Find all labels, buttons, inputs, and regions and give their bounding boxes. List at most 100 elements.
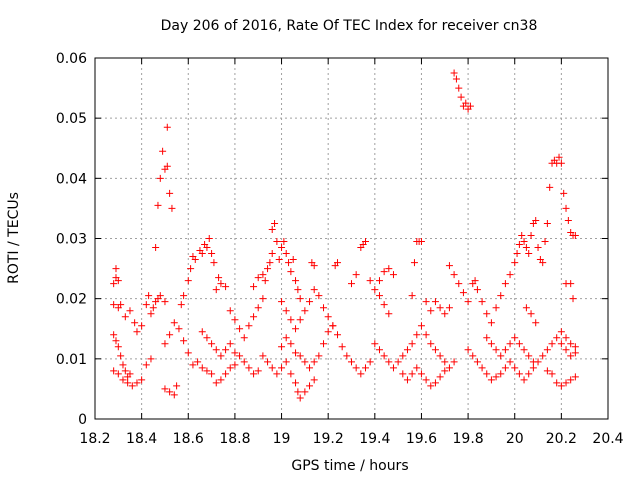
y-axis-label: ROTI / TECUs bbox=[6, 192, 22, 284]
data-point bbox=[278, 298, 286, 306]
data-point bbox=[191, 256, 199, 264]
x-tick-label: 20.2 bbox=[546, 431, 577, 447]
data-point bbox=[567, 376, 575, 384]
data-point bbox=[187, 265, 195, 273]
data-point bbox=[287, 340, 295, 348]
data-point bbox=[515, 340, 523, 348]
data-point bbox=[208, 250, 216, 258]
data-point bbox=[119, 361, 127, 369]
data-point bbox=[562, 334, 570, 342]
data-point bbox=[296, 295, 304, 303]
data-point bbox=[511, 259, 519, 267]
data-point bbox=[539, 259, 547, 267]
data-point bbox=[483, 334, 491, 342]
data-point bbox=[292, 379, 300, 387]
data-point bbox=[296, 352, 304, 360]
data-point bbox=[210, 259, 218, 267]
data-point bbox=[217, 280, 225, 288]
data-point bbox=[380, 268, 388, 276]
data-point bbox=[212, 346, 220, 354]
data-point bbox=[259, 295, 267, 303]
data-point bbox=[520, 238, 528, 246]
data-point bbox=[163, 162, 171, 170]
data-point bbox=[375, 346, 383, 354]
data-point bbox=[462, 99, 470, 107]
data-point bbox=[226, 340, 234, 348]
data-point bbox=[431, 379, 439, 387]
data-point bbox=[487, 319, 495, 327]
data-point bbox=[520, 376, 528, 384]
data-point bbox=[194, 358, 202, 366]
data-point bbox=[518, 231, 526, 239]
data-point bbox=[450, 271, 458, 279]
data-point bbox=[557, 340, 565, 348]
data-point bbox=[492, 346, 500, 354]
data-point bbox=[180, 337, 188, 345]
data-point bbox=[571, 343, 579, 351]
data-point bbox=[278, 244, 286, 252]
data-point bbox=[261, 277, 269, 285]
data-point bbox=[156, 292, 164, 300]
data-point bbox=[268, 250, 276, 258]
data-point bbox=[147, 310, 155, 318]
data-point bbox=[501, 280, 509, 288]
data-point bbox=[310, 286, 318, 294]
data-point bbox=[324, 328, 332, 336]
data-point bbox=[380, 352, 388, 360]
data-point bbox=[522, 304, 530, 312]
data-point bbox=[417, 322, 425, 330]
data-point bbox=[385, 310, 393, 318]
data-point bbox=[119, 376, 127, 384]
data-point bbox=[226, 307, 234, 315]
data-point bbox=[205, 235, 213, 242]
data-point bbox=[301, 358, 309, 366]
data-point bbox=[292, 349, 300, 357]
data-point bbox=[571, 349, 579, 357]
data-point bbox=[473, 286, 481, 294]
data-point bbox=[445, 364, 453, 372]
data-point bbox=[138, 322, 146, 330]
data-point bbox=[436, 373, 444, 381]
data-point bbox=[413, 331, 421, 339]
data-point bbox=[301, 307, 309, 315]
data-point bbox=[389, 364, 397, 372]
x-tick-label: 20.4 bbox=[592, 431, 623, 447]
data-point bbox=[268, 364, 276, 372]
data-point bbox=[366, 277, 374, 285]
data-point bbox=[259, 352, 267, 360]
data-point bbox=[121, 367, 129, 375]
data-point bbox=[506, 358, 514, 366]
x-tick-label: 19 bbox=[273, 431, 291, 447]
data-point bbox=[334, 259, 342, 267]
data-point bbox=[571, 231, 579, 239]
data-point bbox=[469, 352, 477, 360]
data-point bbox=[114, 277, 122, 285]
data-point bbox=[208, 370, 216, 378]
x-tick-label: 19.2 bbox=[313, 431, 344, 447]
data-point bbox=[452, 75, 460, 83]
data-point bbox=[296, 394, 304, 402]
data-point bbox=[292, 277, 300, 285]
data-point bbox=[324, 313, 332, 321]
data-point bbox=[408, 370, 416, 378]
data-point bbox=[168, 204, 176, 212]
data-point bbox=[208, 340, 216, 348]
data-point bbox=[338, 343, 346, 351]
data-point bbox=[142, 301, 150, 309]
y-tick-label: 0.04 bbox=[56, 171, 87, 187]
data-point bbox=[231, 349, 239, 357]
data-point bbox=[161, 385, 169, 393]
x-tick-label: 19.6 bbox=[406, 431, 437, 447]
data-point bbox=[403, 376, 411, 384]
data-point bbox=[170, 319, 178, 327]
data-point bbox=[250, 283, 258, 291]
data-point bbox=[128, 382, 136, 390]
x-tick-label: 19.4 bbox=[359, 431, 390, 447]
x-tick-label: 18.4 bbox=[126, 431, 157, 447]
x-tick-label: 18.2 bbox=[79, 431, 110, 447]
data-point bbox=[240, 358, 248, 366]
data-point bbox=[264, 265, 272, 273]
data-point bbox=[348, 280, 355, 288]
data-point bbox=[306, 364, 314, 372]
data-point bbox=[431, 346, 439, 354]
